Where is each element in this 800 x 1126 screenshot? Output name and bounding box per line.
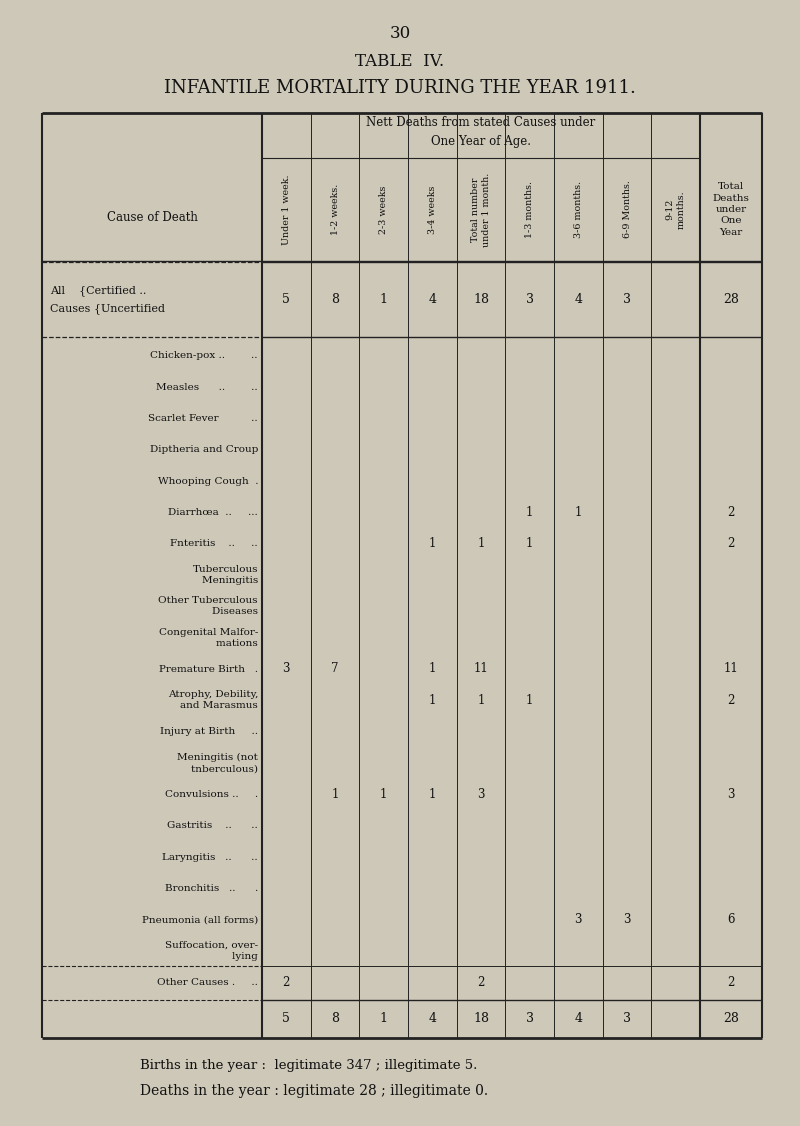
Text: lying: lying bbox=[206, 953, 258, 962]
Text: 1: 1 bbox=[574, 506, 582, 519]
Text: Total
Deaths
under
One
Year: Total Deaths under One Year bbox=[713, 182, 750, 236]
Text: 1: 1 bbox=[526, 537, 534, 551]
Text: 1: 1 bbox=[478, 694, 485, 707]
Text: 1: 1 bbox=[429, 788, 436, 801]
Text: Deaths in the year : legitimate 28 ; illegitimate 0.: Deaths in the year : legitimate 28 ; ill… bbox=[140, 1084, 488, 1098]
Text: 1: 1 bbox=[429, 662, 436, 676]
Text: 1: 1 bbox=[380, 293, 388, 306]
Text: Bronchitis   ..      .: Bronchitis .. . bbox=[165, 884, 258, 893]
Text: Total number
under 1 month.: Total number under 1 month. bbox=[471, 172, 491, 247]
Text: Other Causes .     ..: Other Causes . .. bbox=[157, 977, 258, 986]
Text: Atrophy, Debility,: Atrophy, Debility, bbox=[168, 690, 258, 699]
Text: Suffocation, over-: Suffocation, over- bbox=[165, 941, 258, 950]
Text: 6-9 Months.: 6-9 Months. bbox=[622, 180, 631, 239]
Text: Measles      ..        ..: Measles .. .. bbox=[156, 383, 258, 392]
Text: 4: 4 bbox=[428, 293, 436, 306]
Text: 3: 3 bbox=[574, 913, 582, 927]
Text: Laryngitis   ..      ..: Laryngitis .. .. bbox=[162, 852, 258, 861]
Text: 2: 2 bbox=[727, 506, 734, 519]
Text: 1-3 months.: 1-3 months. bbox=[525, 181, 534, 238]
Text: Scarlet Fever          ..: Scarlet Fever .. bbox=[148, 414, 258, 423]
Text: Meningitis (not: Meningitis (not bbox=[177, 753, 258, 762]
Text: 2: 2 bbox=[727, 537, 734, 551]
Text: 5: 5 bbox=[282, 1011, 290, 1025]
Text: TABLE  IV.: TABLE IV. bbox=[355, 54, 445, 71]
Text: All    {Certified ..: All {Certified .. bbox=[50, 285, 146, 296]
Text: 4: 4 bbox=[574, 293, 582, 306]
Text: Convulsions ..     .: Convulsions .. . bbox=[165, 789, 258, 798]
Text: Pneumonia (all forms): Pneumonia (all forms) bbox=[142, 915, 258, 924]
Text: tnberculous): tnberculous) bbox=[165, 765, 258, 774]
Text: Cause of Death: Cause of Death bbox=[106, 211, 198, 224]
Text: Fnteritis    ..     ..: Fnteritis .. .. bbox=[170, 539, 258, 548]
Text: 30: 30 bbox=[390, 26, 410, 43]
Text: and Marasmus: and Marasmus bbox=[154, 701, 258, 711]
Text: 1: 1 bbox=[526, 694, 534, 707]
Text: Gastritis    ..      ..: Gastritis .. .. bbox=[167, 821, 258, 830]
Text: 28: 28 bbox=[723, 1011, 739, 1025]
Text: 3: 3 bbox=[526, 293, 534, 306]
Text: 3: 3 bbox=[623, 293, 631, 306]
Text: INFANTILE MORTALITY DURING THE YEAR 1911.: INFANTILE MORTALITY DURING THE YEAR 1911… bbox=[164, 79, 636, 97]
Text: 2-3 weeks: 2-3 weeks bbox=[379, 186, 388, 234]
Text: Diptheria and Croup: Diptheria and Croup bbox=[150, 445, 258, 454]
Text: Tuberculous: Tuberculous bbox=[193, 565, 258, 574]
Text: 1: 1 bbox=[331, 788, 338, 801]
Text: 4: 4 bbox=[574, 1011, 582, 1025]
Text: Other Tuberculous: Other Tuberculous bbox=[158, 596, 258, 605]
Text: 1: 1 bbox=[380, 788, 387, 801]
Text: 2: 2 bbox=[727, 976, 734, 989]
Text: Causes {Uncertified: Causes {Uncertified bbox=[50, 303, 165, 314]
Text: 28: 28 bbox=[723, 293, 739, 306]
Text: 3: 3 bbox=[623, 1011, 631, 1025]
Text: 2: 2 bbox=[282, 976, 290, 989]
Text: 9-12
months.: 9-12 months. bbox=[666, 190, 686, 229]
Text: 1: 1 bbox=[526, 506, 534, 519]
Text: Births in the year :  legitimate 347 ; illegitimate 5.: Births in the year : legitimate 347 ; il… bbox=[140, 1060, 478, 1072]
Text: Diseases: Diseases bbox=[186, 607, 258, 616]
Text: 3-6 months.: 3-6 months. bbox=[574, 181, 583, 238]
Text: 1-2 weeks.: 1-2 weeks. bbox=[330, 184, 339, 235]
Text: 3: 3 bbox=[727, 788, 734, 801]
Text: 8: 8 bbox=[331, 1011, 339, 1025]
Text: 2: 2 bbox=[727, 694, 734, 707]
Text: 3: 3 bbox=[478, 788, 485, 801]
Text: 8: 8 bbox=[331, 293, 339, 306]
Text: 2: 2 bbox=[478, 976, 485, 989]
Text: Nett Deaths from stated Causes under
One Year of Age.: Nett Deaths from stated Causes under One… bbox=[366, 116, 596, 148]
Text: 3-4 weeks: 3-4 weeks bbox=[428, 186, 437, 234]
Text: Chicken-pox ..        ..: Chicken-pox .. .. bbox=[150, 351, 258, 360]
Text: Congenital Malfor-: Congenital Malfor- bbox=[158, 627, 258, 636]
Text: Meningitis: Meningitis bbox=[176, 577, 258, 586]
Text: mations: mations bbox=[190, 638, 258, 647]
Text: 4: 4 bbox=[428, 1011, 436, 1025]
Text: 18: 18 bbox=[473, 293, 489, 306]
Text: 3: 3 bbox=[282, 662, 290, 676]
Text: 6: 6 bbox=[727, 913, 734, 927]
Text: 1: 1 bbox=[429, 694, 436, 707]
Text: 7: 7 bbox=[331, 662, 338, 676]
Text: 3: 3 bbox=[526, 1011, 534, 1025]
Text: Diarrhœa  ..     ...: Diarrhœa .. ... bbox=[168, 508, 258, 517]
Text: 3: 3 bbox=[623, 913, 630, 927]
Text: 1: 1 bbox=[478, 537, 485, 551]
Text: Premature Birth   .: Premature Birth . bbox=[159, 664, 258, 673]
Text: 18: 18 bbox=[473, 1011, 489, 1025]
Text: 11: 11 bbox=[724, 662, 738, 676]
Text: Under 1 week.: Under 1 week. bbox=[282, 175, 291, 244]
Text: 1: 1 bbox=[429, 537, 436, 551]
Text: 1: 1 bbox=[380, 1011, 388, 1025]
Text: Injury at Birth     ..: Injury at Birth .. bbox=[160, 727, 258, 736]
Text: 11: 11 bbox=[474, 662, 488, 676]
Text: 5: 5 bbox=[282, 293, 290, 306]
Text: Whooping Cough  .: Whooping Cough . bbox=[158, 476, 258, 485]
